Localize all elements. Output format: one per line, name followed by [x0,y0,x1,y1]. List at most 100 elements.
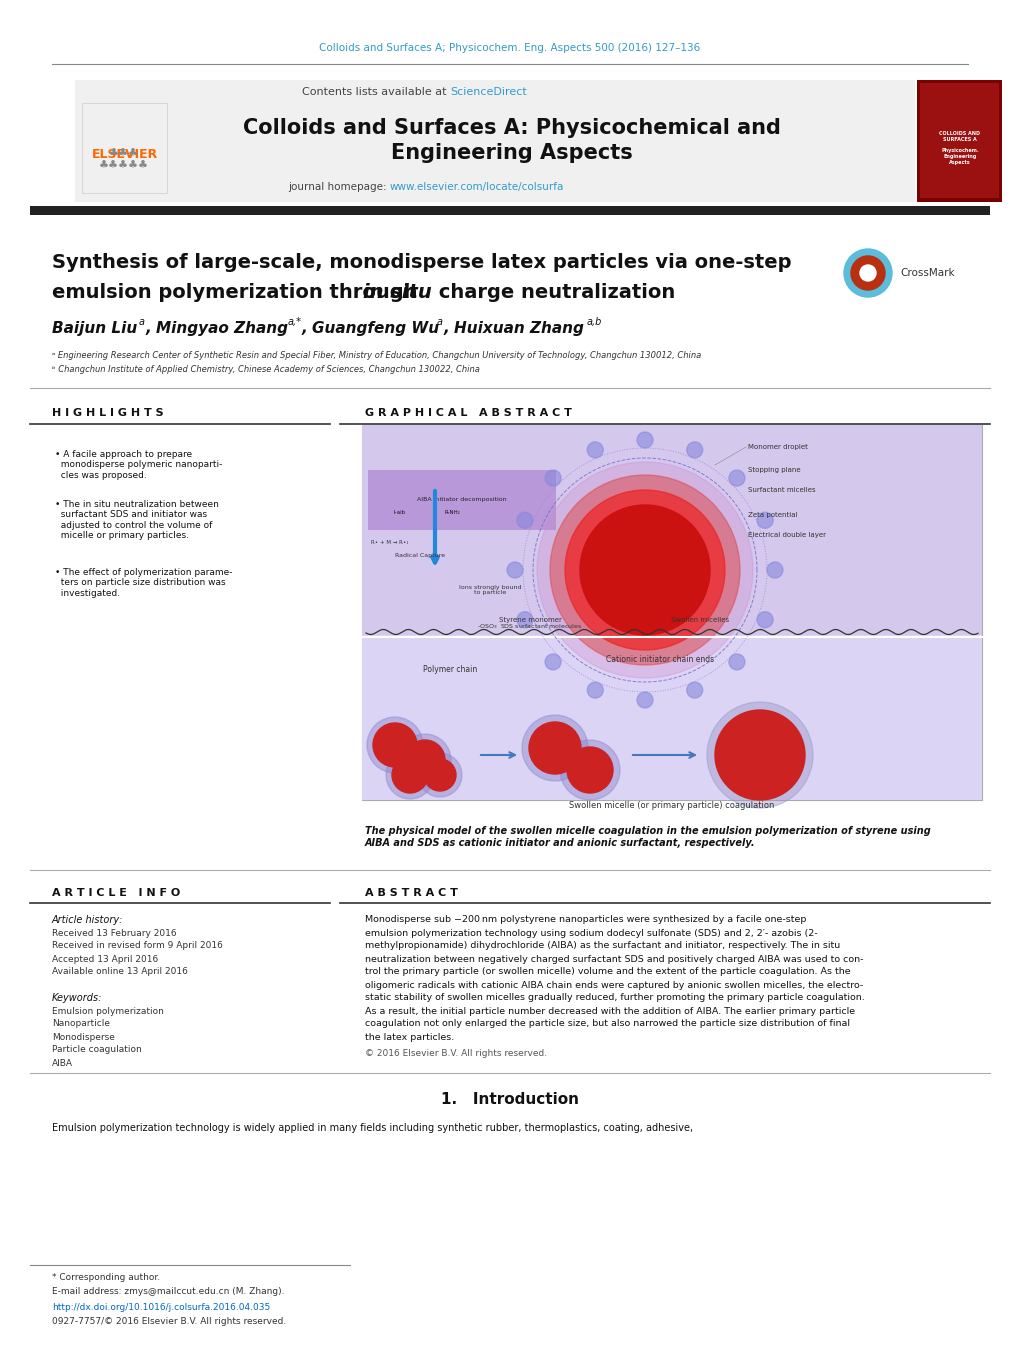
Circle shape [385,751,433,798]
Text: Colloids and Surfaces A: Physicochemical and: Colloids and Surfaces A: Physicochemical… [243,118,781,138]
Text: As a result, the initial particle number decreased with the addition of AIBA. Th: As a result, the initial particle number… [365,1006,854,1016]
Text: Surfactant micelles: Surfactant micelles [747,486,815,493]
Text: Received in revised form 9 April 2016: Received in revised form 9 April 2016 [52,942,223,951]
Text: Nanoparticle: Nanoparticle [52,1020,110,1028]
Circle shape [517,612,532,628]
Text: ᵃ Engineering Research Center of Synthetic Resin and Special Fiber, Ministry of : ᵃ Engineering Research Center of Synthet… [52,351,701,361]
Text: methylpropionamide) dihydrochloride (AIBA) as the surfactant and initiator, resp: methylpropionamide) dihydrochloride (AIB… [365,942,840,951]
Text: , Huixuan Zhang: , Huixuan Zhang [443,320,584,335]
Circle shape [637,692,652,708]
Text: CrossMark: CrossMark [899,267,954,278]
Text: E-mail address: zmys@mailccut.edu.cn (M. Zhang).: E-mail address: zmys@mailccut.edu.cn (M.… [52,1288,284,1297]
Text: Stopping plane: Stopping plane [747,467,800,473]
Text: Synthesis of large-scale, monodisperse latex particles via one-step: Synthesis of large-scale, monodisperse l… [52,254,791,273]
Text: 0927-7757/© 2016 Elsevier B.V. All rights reserved.: 0927-7757/© 2016 Elsevier B.V. All right… [52,1317,286,1327]
Bar [362,426,981,800]
Text: the latex particles.: the latex particles. [365,1032,453,1042]
Bar [916,80,1001,203]
Text: Available online 13 April 2016: Available online 13 April 2016 [52,967,187,977]
Circle shape [517,512,532,528]
Text: • The effect of polymerization parame-
  ters on particle size distribution was
: • The effect of polymerization parame- t… [55,567,232,597]
Circle shape [424,759,455,790]
Bar [362,426,981,635]
Circle shape [729,654,744,670]
Text: Styrene monomer: Styrene monomer [498,617,560,623]
Text: emulsion polymerization technology using sodium dodecyl sulfonate (SDS) and 2, 2: emulsion polymerization technology using… [365,928,817,938]
Circle shape [549,476,739,665]
Text: Swollen micelles: Swollen micelles [671,617,729,623]
Text: Ions strongly bound
to particle: Ions strongly bound to particle [459,585,521,596]
Circle shape [756,612,772,628]
Text: AIBA: AIBA [52,1058,73,1067]
Text: Swollen micelle (or primary particle) coagulation: Swollen micelle (or primary particle) co… [569,801,773,809]
Text: ELSEVIER: ELSEVIER [92,149,158,162]
Text: Polymer chain: Polymer chain [423,666,477,674]
Bar [77,82,173,200]
Bar [919,82,998,199]
Text: trol the primary particle (or swollen micelle) volume and the extent of the part: trol the primary particle (or swollen mi… [365,967,850,977]
Text: Particle coagulation: Particle coagulation [52,1046,142,1055]
Text: static stability of swollen micelles gradually reduced, further promoting the pr: static stability of swollen micelles gra… [365,993,864,1002]
Circle shape [544,654,560,670]
Circle shape [367,717,423,773]
Circle shape [637,432,652,449]
Text: Baijun Liu: Baijun Liu [52,320,138,335]
Circle shape [391,757,428,793]
Text: Electrical double layer: Electrical double layer [747,532,825,538]
Text: 1.   Introduction: 1. Introduction [440,1093,579,1108]
Circle shape [587,442,602,458]
Circle shape [706,703,812,808]
Text: H I G H L I G H T S: H I G H L I G H T S [52,408,163,417]
Text: R• + M → R•₁: R• + M → R•₁ [371,540,409,546]
Text: AIBA initiator decomposition: AIBA initiator decomposition [417,497,506,503]
Circle shape [567,747,612,793]
Text: • The in situ neutralization between
  surfactant SDS and initiator was
  adjust: • The in situ neutralization between sur… [55,500,219,540]
Circle shape [418,753,462,797]
Text: oligomeric radicals with cationic AIBA chain ends were captured by anionic swoll: oligomeric radicals with cationic AIBA c… [365,981,862,989]
Text: Zeta potential: Zeta potential [747,512,797,517]
Text: Cationic initiator chain ends: Cationic initiator chain ends [605,655,713,665]
Text: Engineering Aspects: Engineering Aspects [390,143,632,163]
Circle shape [756,512,772,528]
Circle shape [686,442,702,458]
Circle shape [544,470,560,486]
Bar [30,205,989,215]
Bar [75,80,914,203]
Text: coagulation not only enlarged the particle size, but also narrowed the particle : coagulation not only enlarged the partic… [365,1020,849,1028]
Text: journal homepage:: journal homepage: [287,182,389,192]
Circle shape [843,249,892,297]
Text: Received 13 February 2016: Received 13 February 2016 [52,928,176,938]
Text: A B S T R A C T: A B S T R A C T [365,888,458,898]
Circle shape [522,715,587,781]
Text: Emulsion polymerization technology is widely applied in many fields including sy: Emulsion polymerization technology is wi… [52,1123,693,1133]
Circle shape [587,682,602,698]
Text: Accepted 13 April 2016: Accepted 13 April 2016 [52,955,158,963]
Text: http://dx.doi.org/10.1016/j.colsurfa.2016.04.035: http://dx.doi.org/10.1016/j.colsurfa.201… [52,1304,270,1313]
Text: ScienceDirect: ScienceDirect [449,86,526,97]
Text: , Guangfeng Wu: , Guangfeng Wu [302,320,439,335]
Circle shape [580,505,709,635]
Circle shape [565,490,725,650]
Text: a: a [436,317,442,327]
Text: -OSO$_3$  SDS surfactant molecules: -OSO$_3$ SDS surfactant molecules [477,623,582,631]
Text: A R T I C L E   I N F O: A R T I C L E I N F O [52,888,180,898]
Text: * Corresponding author.: * Corresponding author. [52,1274,160,1282]
Text: Monodisperse sub −200 nm polystyrene nanoparticles were synthesized by a facile : Monodisperse sub −200 nm polystyrene nan… [365,916,806,924]
Text: ♣♣♣
♣♣♣♣♣: ♣♣♣ ♣♣♣♣♣ [99,149,149,170]
Circle shape [373,723,417,767]
Circle shape [529,721,581,774]
Text: Radical Capture: Radical Capture [394,553,444,558]
Text: ᵇ Changchun Institute of Applied Chemistry, Chinese Academy of Sciences, Changch: ᵇ Changchun Institute of Applied Chemist… [52,366,479,374]
Circle shape [714,711,804,800]
Text: emulsion polymerization through: emulsion polymerization through [52,284,424,303]
Text: COLLOIDS AND
SURFACES A

Physicochem.
Engineering
Aspects: COLLOIDS AND SURFACES A Physicochem. Eng… [938,131,979,165]
Text: Monodisperse: Monodisperse [52,1032,115,1042]
Text: a,b: a,b [586,317,602,327]
Text: a,*: a,* [287,317,302,327]
Text: Contents lists available at: Contents lists available at [302,86,449,97]
Circle shape [536,462,752,678]
Text: a: a [139,317,145,327]
Bar [82,103,167,193]
Bar [368,470,555,530]
Text: neutralization between negatively charged surfactant SDS and positively charged : neutralization between negatively charge… [365,955,863,963]
